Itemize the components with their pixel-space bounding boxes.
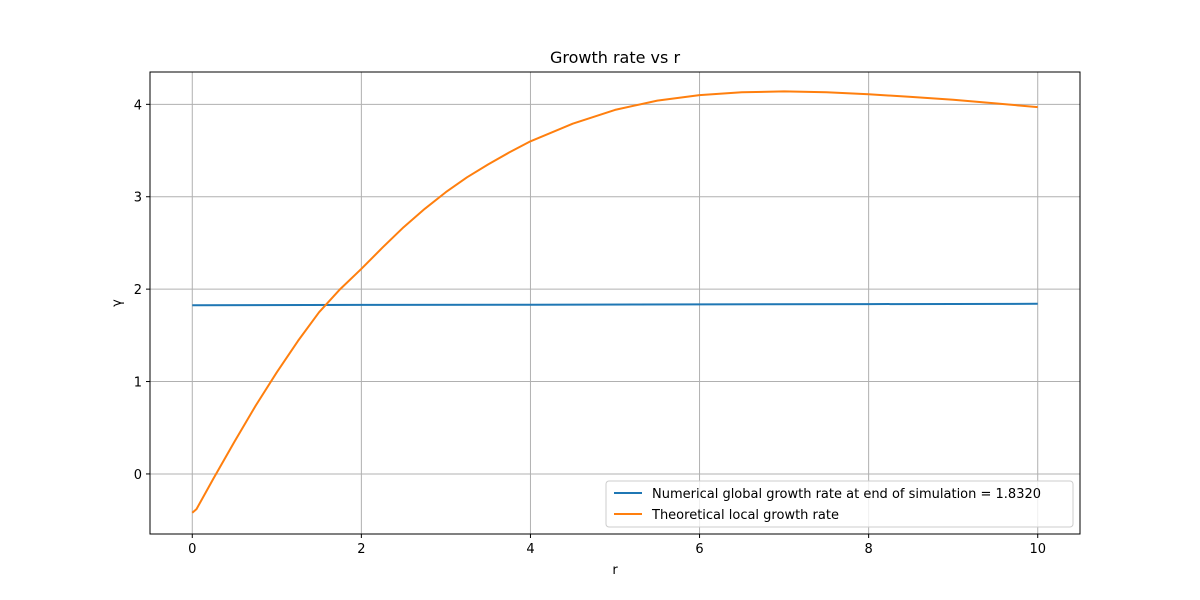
x-axis-label: r — [612, 563, 618, 578]
y-tick-label: 3 — [134, 191, 142, 206]
series-layer — [191, 90, 1038, 514]
x-tick-label: 6 — [695, 542, 703, 557]
x-tick-label: 10 — [1029, 542, 1046, 557]
legend: Numerical global growth rate at end of s… — [605, 480, 1074, 528]
grid — [150, 72, 1080, 534]
legend-label-theoretical: Theoretical local growth rate — [651, 508, 839, 523]
plot-frame — [149, 71, 1081, 535]
legend-box — [605, 480, 1074, 528]
series-line-0 — [192, 302, 1038, 307]
x-tick-label: 4 — [526, 542, 534, 557]
chart-title: Growth rate vs r — [550, 48, 680, 67]
x-tick-label: 2 — [357, 542, 365, 557]
legend-label-numerical: Numerical global growth rate at end of s… — [652, 487, 1041, 502]
y-tick-label: 1 — [134, 376, 142, 391]
y-tick-label: 2 — [134, 283, 142, 298]
y-tick-label: 0 — [134, 468, 142, 483]
y-axis-label: γ — [110, 299, 125, 307]
y-tick-label: 4 — [134, 98, 142, 113]
x-tick-label: 8 — [864, 542, 872, 557]
series-line-1 — [191, 90, 1038, 514]
ticks: 0 2 4 6 8 10 0 1 2 3 4 — [134, 98, 1046, 557]
x-tick-label: 0 — [188, 542, 196, 557]
